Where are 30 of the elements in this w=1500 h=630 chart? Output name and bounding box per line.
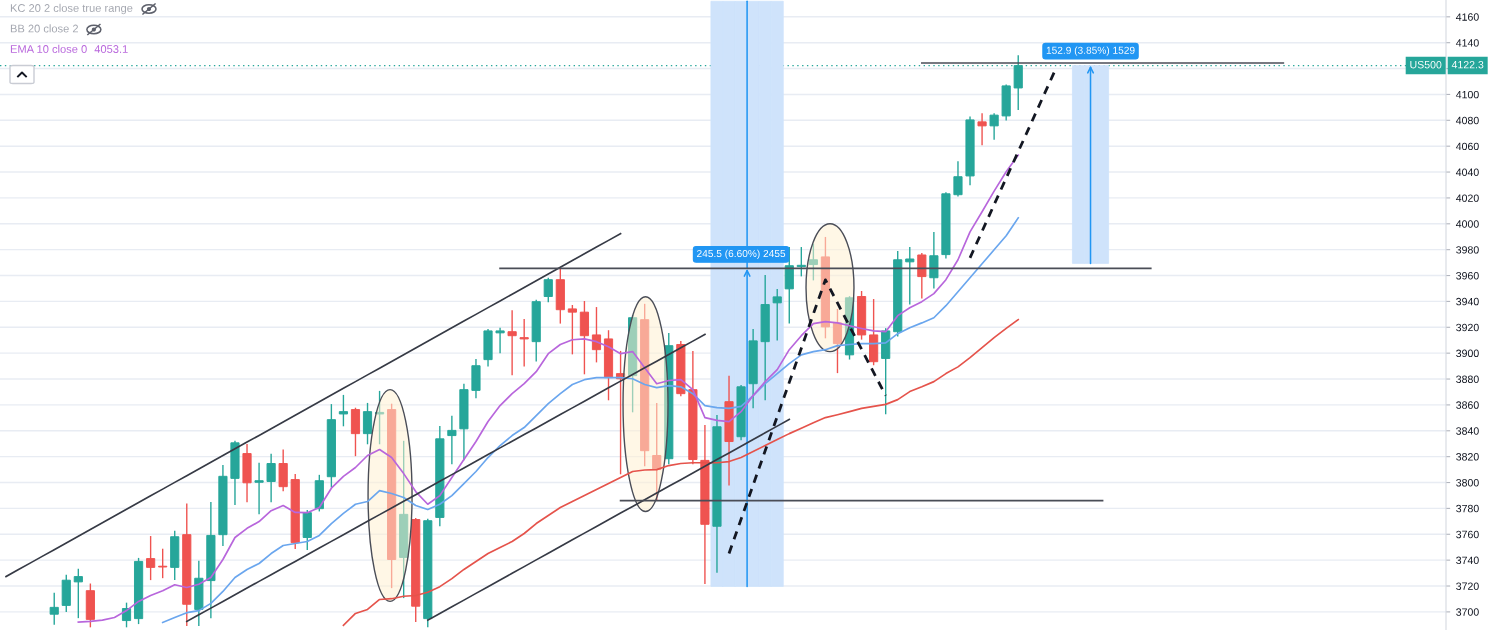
annotation: 4053.1 (94, 45, 128, 53)
annotation: KC 20 2 close true range (10, 3, 133, 15)
y-tick-label: 3820 (1456, 453, 1479, 461)
y-tick-label: 3760 (1456, 530, 1479, 539)
y-tick-label: 3940 (1456, 297, 1479, 306)
y-tick-label: 3740 (1456, 556, 1479, 565)
y-tick-label: 3780 (1456, 504, 1479, 513)
y-tick-label: 4020 (1455, 194, 1479, 202)
y-tick-label: 4040 (1455, 168, 1479, 176)
y-tick-label: 3700 (1456, 608, 1479, 616)
y-tick-label: 4060 (1455, 142, 1479, 151)
y-tick-label: 3720 (1456, 582, 1479, 590)
y-tick-label: 4140 (1455, 39, 1479, 47)
ref-line-label: 4122.3 (1451, 60, 1484, 69)
y-tick-label: 3800 (1456, 478, 1479, 487)
y-tick-label: 4160 (1455, 13, 1479, 21)
y-tick-label: 3980 (1456, 246, 1479, 254)
text: US500 (1410, 60, 1442, 69)
y-tick-label: 3880 (1456, 375, 1479, 383)
y-tick-label: 3960 (1456, 272, 1479, 280)
y-tick-label: 3860 (1456, 401, 1479, 409)
y-tick-label: 4100 (1455, 90, 1479, 99)
text: EMA 10 close 0 (10, 44, 87, 53)
y-tick-label: 4000 (1455, 220, 1479, 228)
y-tick-label: 3840 (1456, 427, 1479, 435)
y-tick-label: 3920 (1456, 323, 1479, 332)
y-tick-label: 4080 (1455, 116, 1479, 125)
annotation: BB 20 close 2 (10, 24, 78, 33)
y-tick-label: 3900 (1456, 349, 1479, 358)
data-label: 152.9 (3.85%) 1529 (1046, 46, 1135, 56)
